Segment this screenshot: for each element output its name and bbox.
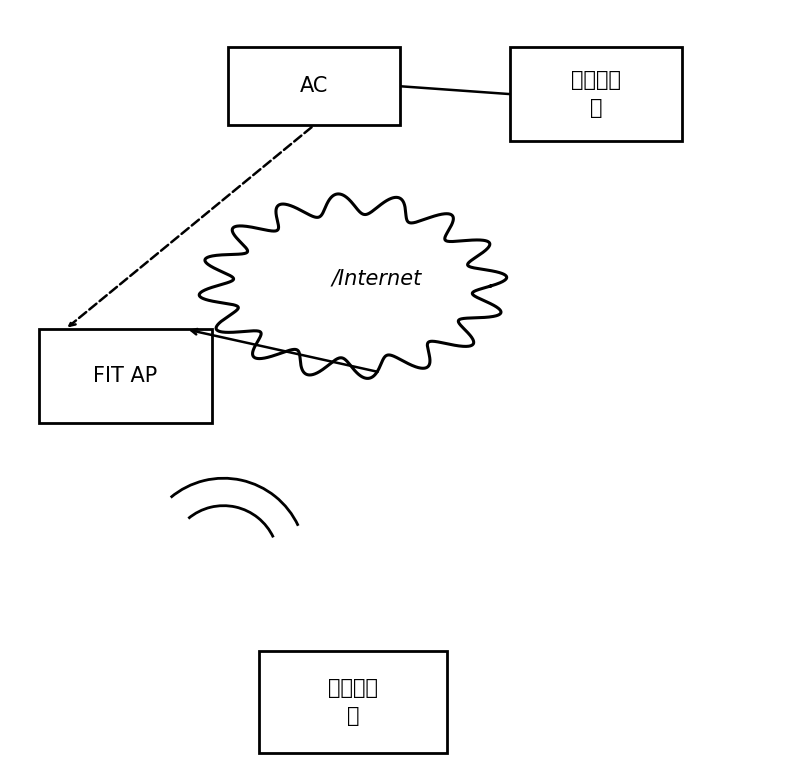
- Text: 无线客户
端: 无线客户 端: [328, 677, 378, 726]
- Text: 认证服务
器: 认证服务 器: [571, 70, 621, 118]
- Bar: [39, 329, 212, 423]
- Text: FIT AP: FIT AP: [94, 366, 158, 387]
- Text: AC: AC: [299, 76, 328, 96]
- Bar: [227, 47, 400, 125]
- Bar: [259, 651, 447, 753]
- Bar: [510, 47, 682, 141]
- Text: /Internet: /Internet: [331, 268, 422, 289]
